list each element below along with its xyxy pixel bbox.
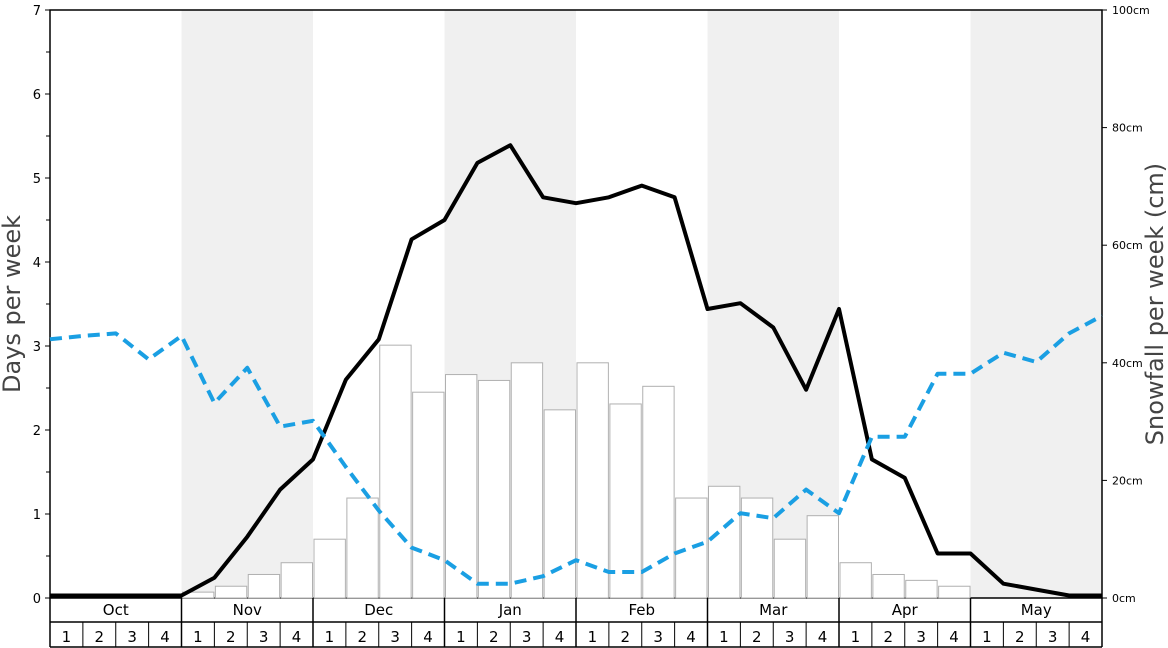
snowfall-bar <box>379 344 412 599</box>
left-tick-label: 2 <box>33 424 41 439</box>
snowfall-bar <box>609 403 642 599</box>
week-label: 3 <box>259 628 269 646</box>
snowfall-bar <box>905 579 938 599</box>
left-tick-label: 0 <box>33 592 41 607</box>
week-label: 2 <box>226 628 236 646</box>
week-label: 3 <box>390 628 400 646</box>
week-label: 2 <box>621 628 631 646</box>
month-label: Jan <box>498 601 522 619</box>
month-shading <box>181 10 1102 598</box>
week-label: 4 <box>160 628 170 646</box>
week-label: 4 <box>686 628 696 646</box>
week-label: 1 <box>62 628 72 646</box>
week-label: 4 <box>949 628 959 646</box>
month-label: May <box>1021 601 1052 619</box>
month-label: Mar <box>759 601 788 619</box>
week-label: 2 <box>752 628 762 646</box>
right-tick-label: 40cm <box>1112 357 1143 370</box>
week-label: 2 <box>884 628 894 646</box>
snowfall-bar <box>412 391 445 599</box>
dashed-line <box>49 314 1103 586</box>
left-axis: 0 1 2 3 4 5 6 7 <box>33 4 50 607</box>
shade-nov <box>181 10 313 598</box>
month-label: Oct <box>103 601 129 619</box>
snowfall-bar <box>773 538 807 599</box>
week-label: 2 <box>95 628 105 646</box>
week-label: 3 <box>522 628 532 646</box>
week-label: 1 <box>325 628 335 646</box>
week-label: 4 <box>555 628 565 646</box>
snowfall-bar <box>247 573 281 599</box>
right-tick-label: 80cm <box>1112 122 1143 135</box>
right-tick-label: 100cm <box>1112 4 1150 17</box>
snowfall-bar <box>839 562 872 599</box>
left-axis-title: Days per week <box>0 215 26 393</box>
left-tick-label: 5 <box>33 172 41 187</box>
snowfall-bars <box>182 344 971 599</box>
left-tick-label: 7 <box>33 4 41 19</box>
month-label: Feb <box>628 601 655 619</box>
week-label: 1 <box>193 628 203 646</box>
week-label: 2 <box>358 628 368 646</box>
week-label: 1 <box>588 628 598 646</box>
snowfall-bar <box>740 497 774 599</box>
month-label: Nov <box>233 601 262 619</box>
week-label: 3 <box>785 628 795 646</box>
week-label: 4 <box>292 628 302 646</box>
month-axis: Oct 1 2 3 4 Nov 1 2 3 4 Dec 1 2 3 4 Jan 1 2 3 4 Feb 1 2 3 4 Mar 1 2… <box>49 598 1103 648</box>
snowfall-bar <box>510 362 544 599</box>
snowfall-bar <box>346 497 379 599</box>
snowfall-bar <box>675 497 708 599</box>
left-tick-label: 6 <box>33 88 41 103</box>
right-tick-label: 60cm <box>1112 239 1143 252</box>
week-label: 4 <box>818 628 828 646</box>
week-label: 3 <box>916 628 926 646</box>
left-tick-label: 3 <box>33 340 41 355</box>
month-label: Dec <box>364 601 393 619</box>
week-label: 4 <box>1081 628 1091 646</box>
week-label: 1 <box>982 628 992 646</box>
snowfall-bar <box>280 562 313 599</box>
week-label: 1 <box>719 628 729 646</box>
shade-may <box>970 10 1102 598</box>
solid-line <box>50 143 1102 598</box>
snowfall-bar <box>313 538 346 599</box>
month-label: Apr <box>892 601 919 619</box>
snowfall-bar <box>477 379 511 599</box>
snowfall-bar <box>214 585 248 599</box>
week-label: 3 <box>1048 628 1058 646</box>
snowfall-bar <box>576 362 609 599</box>
week-label: 2 <box>489 628 499 646</box>
snowfall-bar <box>872 573 905 599</box>
week-label: 2 <box>1015 628 1025 646</box>
right-tick-label: 20cm <box>1112 474 1143 487</box>
day-lines <box>49 143 1103 598</box>
left-tick-label: 1 <box>33 508 41 523</box>
week-label: 4 <box>423 628 433 646</box>
snowfall-bar <box>445 374 478 599</box>
snowfall-bar <box>938 585 971 599</box>
week-label: 1 <box>851 628 861 646</box>
snowfall-bar <box>642 385 675 599</box>
snowfall-bar <box>708 485 741 599</box>
week-label: 3 <box>653 628 663 646</box>
week-label: 3 <box>127 628 137 646</box>
snowfall-bar <box>806 515 839 599</box>
right-tick-label: 0cm <box>1112 592 1136 605</box>
right-axis-title: Snowfall per week (cm) <box>1141 163 1168 445</box>
week-label: 1 <box>456 628 466 646</box>
left-tick-label: 4 <box>33 256 41 271</box>
right-axis: 0cm 20cm 40cm 60cm 80cm 100cm <box>1102 4 1150 605</box>
